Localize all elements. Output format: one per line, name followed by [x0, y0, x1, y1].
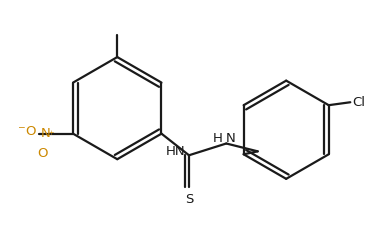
Text: $^{-}$O: $^{-}$O: [17, 125, 37, 138]
Text: $^{+}$: $^{+}$: [49, 131, 56, 141]
Text: HN: HN: [166, 146, 185, 158]
Text: O: O: [37, 147, 48, 160]
Text: N: N: [225, 132, 235, 146]
Text: H: H: [212, 132, 222, 146]
Text: S: S: [185, 193, 193, 206]
Text: N: N: [40, 127, 50, 140]
Text: Cl: Cl: [352, 96, 365, 109]
